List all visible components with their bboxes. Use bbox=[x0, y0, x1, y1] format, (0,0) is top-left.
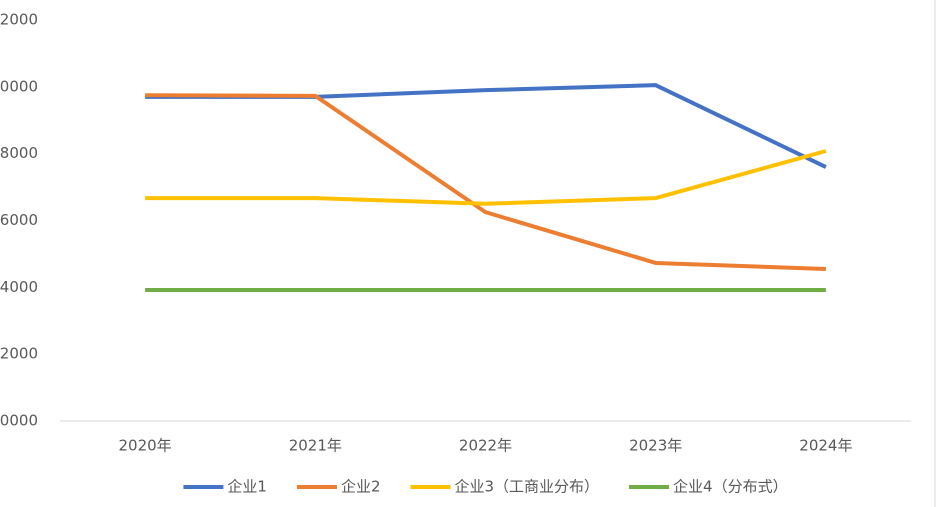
x-tick-label: 2022年 bbox=[459, 437, 512, 455]
y-tick-label: 1.2000 bbox=[0, 11, 38, 29]
y-tick-label: 0.0000 bbox=[0, 412, 38, 430]
y-tick-label: 0.8000 bbox=[0, 144, 38, 162]
y-tick-label: 0.2000 bbox=[0, 345, 38, 363]
x-tick-label: 2021年 bbox=[289, 437, 342, 455]
y-tick-label: 1.0000 bbox=[0, 77, 38, 95]
x-tick-label: 2023年 bbox=[629, 437, 682, 455]
legend-label: 企业2 bbox=[341, 478, 381, 496]
y-tick-label: 0.6000 bbox=[0, 211, 38, 229]
series-line bbox=[145, 93, 826, 271]
x-tick-label: 2024年 bbox=[799, 437, 852, 455]
legend-label: 企业1 bbox=[227, 478, 267, 496]
legend-label: 企业3（工商业分布） bbox=[455, 478, 600, 496]
y-tick-label: 0.4000 bbox=[0, 278, 38, 296]
series-line bbox=[145, 149, 827, 206]
legend-label: 企业4（分布式） bbox=[673, 478, 788, 496]
x-tick-label: 2020年 bbox=[119, 437, 172, 455]
